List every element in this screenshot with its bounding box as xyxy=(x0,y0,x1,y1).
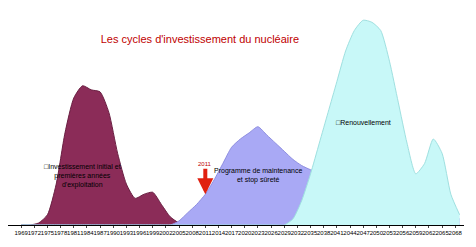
svg-text:2002: 2002 xyxy=(159,230,173,236)
svg-text:1969: 1969 xyxy=(14,230,28,236)
svg-text:2020: 2020 xyxy=(238,230,252,236)
svg-text:1987: 1987 xyxy=(93,230,107,236)
svg-text:2008: 2008 xyxy=(185,230,199,236)
svg-text:Programme de maintenanceet sto: Programme de maintenanceet stop sûreté xyxy=(214,167,302,184)
svg-text:2038: 2038 xyxy=(317,230,331,236)
svg-text:1984: 1984 xyxy=(80,230,94,236)
svg-text:2026: 2026 xyxy=(264,230,278,236)
svg-text:2011: 2011 xyxy=(198,161,212,167)
svg-text:1981: 1981 xyxy=(67,230,81,236)
svg-text:2032: 2032 xyxy=(291,230,305,236)
svg-text:□Investissement initial etprem: □Investissement initial etpremières anné… xyxy=(44,163,121,189)
svg-text:2035: 2035 xyxy=(304,230,318,236)
svg-text:2065: 2065 xyxy=(435,230,449,236)
svg-text:2005: 2005 xyxy=(172,230,186,236)
svg-text:□Renouvellement: □Renouvellement xyxy=(336,119,391,126)
svg-text:2047: 2047 xyxy=(356,230,370,236)
svg-text:2023: 2023 xyxy=(251,230,265,236)
svg-text:1978: 1978 xyxy=(54,230,68,236)
svg-text:2029: 2029 xyxy=(278,230,292,236)
svg-text:2011: 2011 xyxy=(199,230,213,236)
svg-text:2017: 2017 xyxy=(225,230,239,236)
svg-text:2068: 2068 xyxy=(449,230,463,236)
svg-text:2041: 2041 xyxy=(330,230,344,236)
svg-text:2059: 2059 xyxy=(409,230,423,236)
svg-text:1999: 1999 xyxy=(146,230,160,236)
svg-text:2056: 2056 xyxy=(396,230,410,236)
svg-text:1993: 1993 xyxy=(120,230,134,236)
svg-text:Les cycles d'investissement du: Les cycles d'investissement du nucléaire xyxy=(101,33,299,45)
svg-text:2062: 2062 xyxy=(422,230,436,236)
svg-text:1990: 1990 xyxy=(107,230,121,236)
svg-text:2014: 2014 xyxy=(212,230,226,236)
svg-text:1975: 1975 xyxy=(41,230,55,236)
svg-text:1972: 1972 xyxy=(28,230,42,236)
svg-text:2053: 2053 xyxy=(383,230,397,236)
svg-text:2050: 2050 xyxy=(370,230,384,236)
svg-text:1996: 1996 xyxy=(133,230,147,236)
svg-text:2044: 2044 xyxy=(343,230,357,236)
